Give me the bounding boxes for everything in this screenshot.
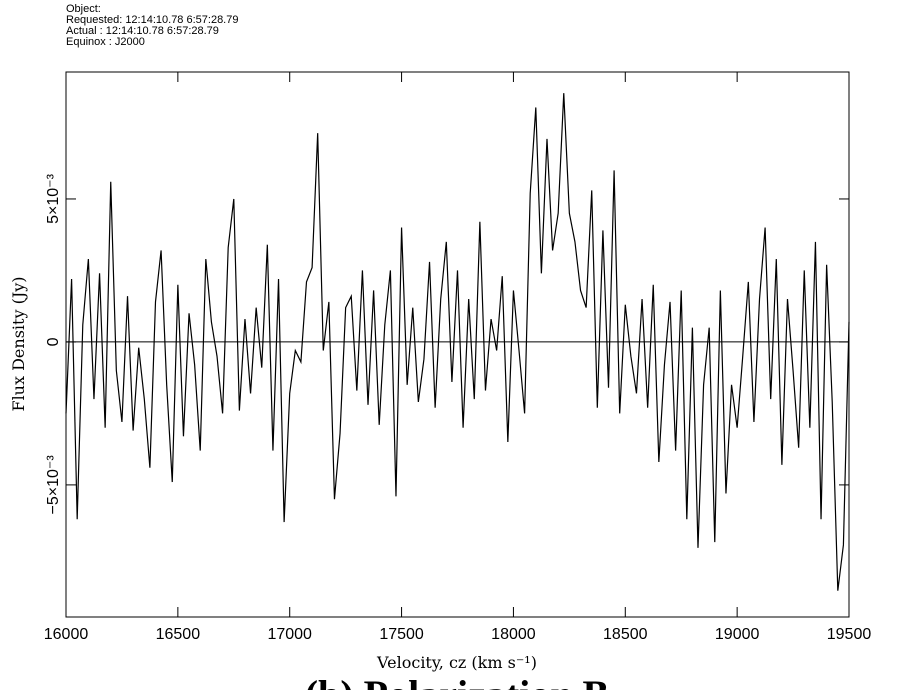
x-tick-label: 17500 [379,626,424,643]
x-tick-label: 16000 [44,626,89,643]
header-line: Object: [66,3,101,15]
header-line: Actual : 12:14:10.78 6:57:28.79 [66,25,219,37]
x-tick-label: 19000 [715,626,760,643]
x-tick-label: 16500 [156,626,201,643]
x-tick-label: 19500 [827,626,872,643]
y-tick-label: 5×10⁻³ [45,173,62,223]
caption: (b) Polarization B [305,672,609,690]
plot-frame [65,71,850,618]
header-line: Requested: 12:14:10.78 6:57:28.79 [66,14,238,26]
spectrum-line [65,93,850,591]
header-line: Equinox : J2000 [66,36,145,48]
x-tick-label: 18000 [491,626,536,643]
y-tick-label: 0 [45,337,62,346]
y-tick-label: −5×10⁻³ [45,455,62,515]
x-tick-label: 17000 [267,626,312,643]
x-tick-label: 18500 [603,626,648,643]
y-axis-label: Flux Density (Jy) [9,276,28,411]
x-axis-label: Velocity, cz (km s⁻¹) [376,653,537,672]
